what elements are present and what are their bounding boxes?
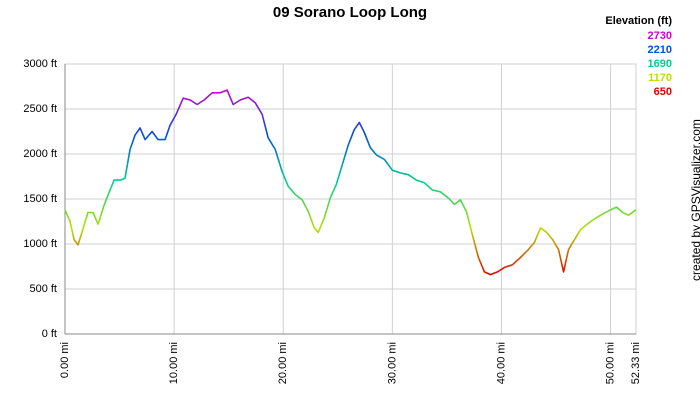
y-tick-label: 1000 ft	[23, 238, 57, 250]
y-tick-label: 500 ft	[29, 283, 57, 295]
elevation-line	[64, 89, 637, 276]
x-tick-label: 50.00 mi	[604, 342, 616, 384]
legend-value: 1690	[648, 58, 672, 70]
y-tick-label: 2000 ft	[23, 148, 57, 160]
x-tick-label: 20.00 mi	[277, 342, 289, 384]
legend-value: 650	[654, 86, 672, 98]
legend-value: 2210	[648, 44, 672, 56]
legend-value: 2730	[648, 30, 672, 42]
x-tick-label: 30.00 mi	[386, 342, 398, 384]
y-tick-label: 3000 ft	[23, 58, 57, 70]
legend-title: Elevation (ft)	[605, 15, 672, 27]
x-tick-label: 40.00 mi	[495, 342, 507, 384]
x-tick-label: 10.00 mi	[168, 342, 180, 384]
y-tick-label: 2500 ft	[23, 103, 57, 115]
y-tick-label: 1500 ft	[23, 193, 57, 205]
y-tick-label: 0 ft	[42, 328, 57, 340]
legend-value: 1170	[648, 72, 672, 84]
chart-title: 09 Sorano Loop Long	[273, 4, 427, 21]
x-tick-label: 52.33 mi	[630, 342, 642, 384]
credit: created by GPSVisualizer.com	[689, 119, 700, 281]
x-tick-label: 0.00 mi	[59, 342, 71, 378]
